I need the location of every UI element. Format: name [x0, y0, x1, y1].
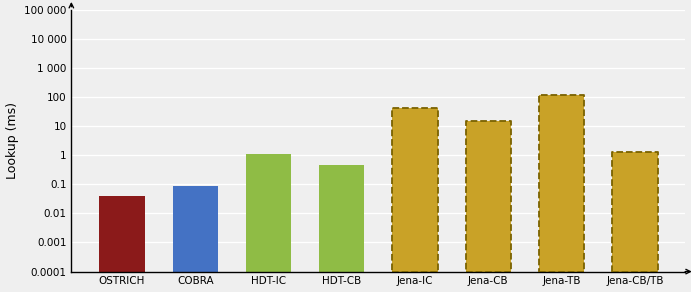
- Bar: [392, 109, 437, 292]
- Bar: [173, 186, 218, 292]
- Bar: [539, 95, 585, 292]
- Bar: [246, 154, 291, 292]
- Bar: [466, 121, 511, 292]
- Bar: [100, 196, 144, 292]
- Bar: [319, 165, 364, 292]
- Bar: [612, 152, 658, 292]
- Y-axis label: Lookup (ms): Lookup (ms): [6, 102, 19, 179]
